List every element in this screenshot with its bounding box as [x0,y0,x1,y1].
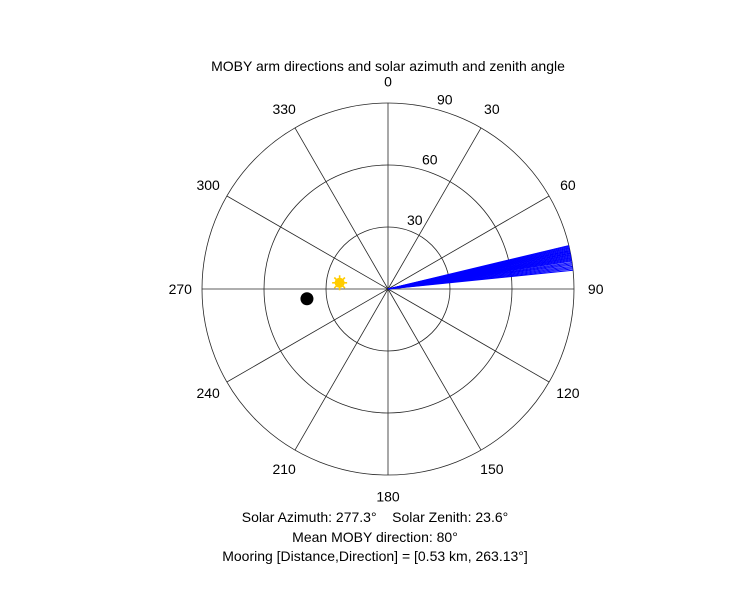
spoke-210 [294,288,389,451]
markers [300,275,348,306]
mooring-caption: Mooring [Distance,Direction] = [0.53 km,… [222,548,528,564]
angle-tick-label: 270 [169,281,193,297]
polar-grid [201,102,575,476]
spoke-30 [387,127,482,290]
ring-30 [325,226,451,352]
angle-tick-label: 120 [556,385,580,401]
sun-ray [333,276,339,282]
radial-tick-label: 90 [437,92,453,108]
radial-tick-label: 60 [422,152,438,168]
sun-ray [333,284,339,289]
arm-direction-line [387,269,574,290]
angle-tick-label: 240 [196,385,220,401]
mooring-marker [300,292,314,306]
mean-direction-caption: Mean MOBY direction: 80° [292,529,458,545]
spoke-150 [387,288,482,451]
spoke-240 [226,288,389,383]
angle-tick-label: 210 [272,461,296,477]
angle-tick-label: 150 [480,461,504,477]
sun-ray [341,276,346,282]
angle-tick-label: 90 [588,281,604,297]
arm-directions [387,245,574,290]
angle-tick-label: 0 [384,73,392,89]
tick-labels: 0 30 60 90 120 150 180 210 240 270 300 330 30 60 90 [169,73,604,504]
spoke-60 [387,195,550,290]
solar-caption: Solar Azimuth: 277.3° Solar Zenith: 23.6… [241,509,509,525]
ring-60 [263,164,513,414]
angle-tick-label: 30 [484,101,500,117]
sun-ray [341,284,346,289]
angle-tick-label: 60 [560,177,576,193]
angle-tick-label: 180 [376,489,400,505]
chart-title: MOBY arm directions and solar azimuth an… [211,58,565,74]
ring-90 [201,102,575,476]
angle-tick-label: 330 [272,101,296,117]
spoke-120 [387,288,550,383]
spoke-330 [294,127,389,290]
angle-tick-label: 300 [196,177,220,193]
spoke-300 [226,195,389,290]
sun-marker [332,275,348,291]
radial-tick-label: 30 [407,212,423,228]
